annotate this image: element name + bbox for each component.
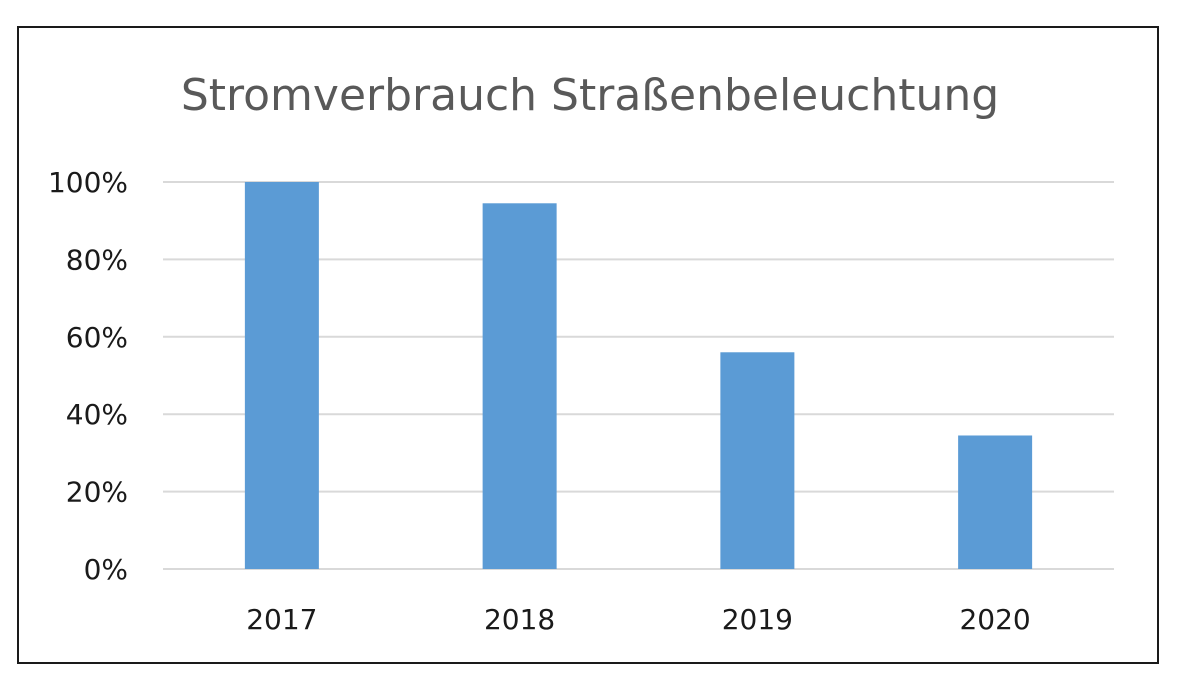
bars xyxy=(244,182,1033,569)
y-tick-label: 40% xyxy=(66,398,128,431)
x-tick-label: 2018 xyxy=(484,603,555,636)
gridlines xyxy=(163,181,1114,570)
bar-2020 xyxy=(958,435,1033,569)
bar-2017 xyxy=(244,182,319,569)
bar-2018 xyxy=(482,203,557,569)
y-tick-label: 60% xyxy=(66,321,128,354)
bar-2019 xyxy=(720,352,795,569)
y-tick-label: 0% xyxy=(84,553,128,586)
y-axis-tick-labels: 0% 20% 40% 60% 80% 100% xyxy=(48,166,128,586)
x-tick-label: 2017 xyxy=(246,603,317,636)
x-tick-label: 2019 xyxy=(722,603,793,636)
y-tick-label: 20% xyxy=(66,476,128,509)
y-tick-label: 80% xyxy=(66,243,128,276)
y-tick-label: 100% xyxy=(48,166,128,199)
chart-title: Stromverbrauch Straßenbeleuchtung xyxy=(180,70,1000,121)
x-tick-label: 2020 xyxy=(959,603,1030,636)
x-axis-tick-labels: 2017 2018 2019 2020 xyxy=(246,603,1031,636)
